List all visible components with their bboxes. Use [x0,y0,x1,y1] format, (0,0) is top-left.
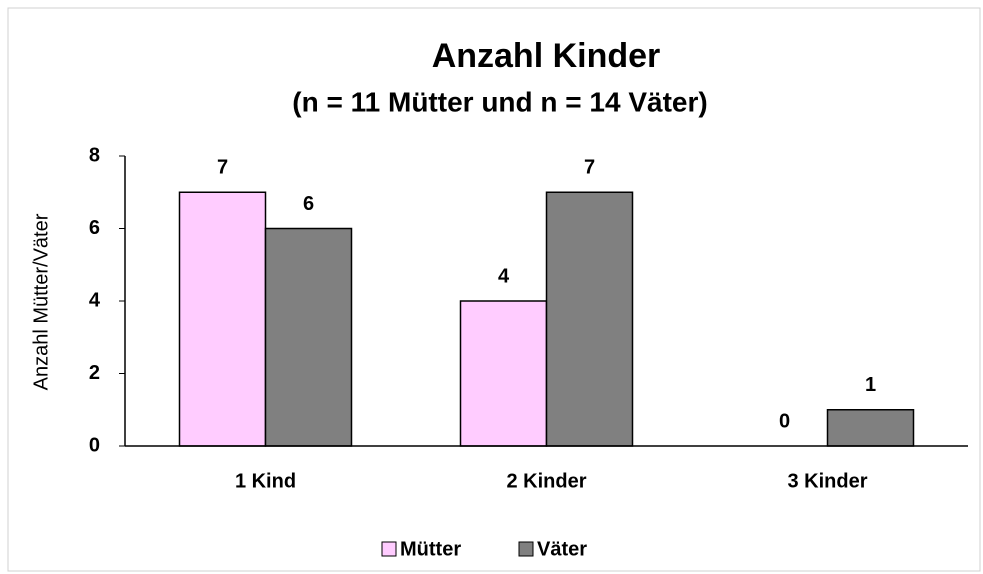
x-tick-label: 1 Kind [235,470,296,492]
y-tick-label: 4 [89,289,101,311]
legend-label: Mütter [400,538,461,560]
y-axis-label: Anzahl Mütter/Väter [30,213,52,390]
data-label: 6 [303,193,314,215]
chart-border [7,7,981,572]
bar [178,191,267,447]
bar [826,409,915,447]
data-label: 7 [217,157,228,179]
legend-swatch [381,541,397,557]
bar [459,300,548,447]
data-label: 0 [779,410,790,432]
chart-title: Anzahl Kinder [432,37,661,75]
y-tick-label: 0 [89,434,100,456]
y-tick-label: 2 [89,362,100,384]
legend-label: Väter [537,538,587,560]
y-tick-label: 6 [89,217,100,239]
data-label: 1 [865,374,876,396]
legend-swatch [518,541,534,557]
x-tick-label: 2 Kinder [506,470,586,492]
data-label: 7 [584,157,595,179]
bar [264,227,353,447]
x-tick-label: 3 Kinder [787,470,867,492]
data-label: 4 [498,265,510,287]
chart-subtitle: (n = 11 Mütter und n = 14 Väter) [292,86,707,117]
bar [545,191,634,447]
y-tick-label: 8 [89,144,100,166]
